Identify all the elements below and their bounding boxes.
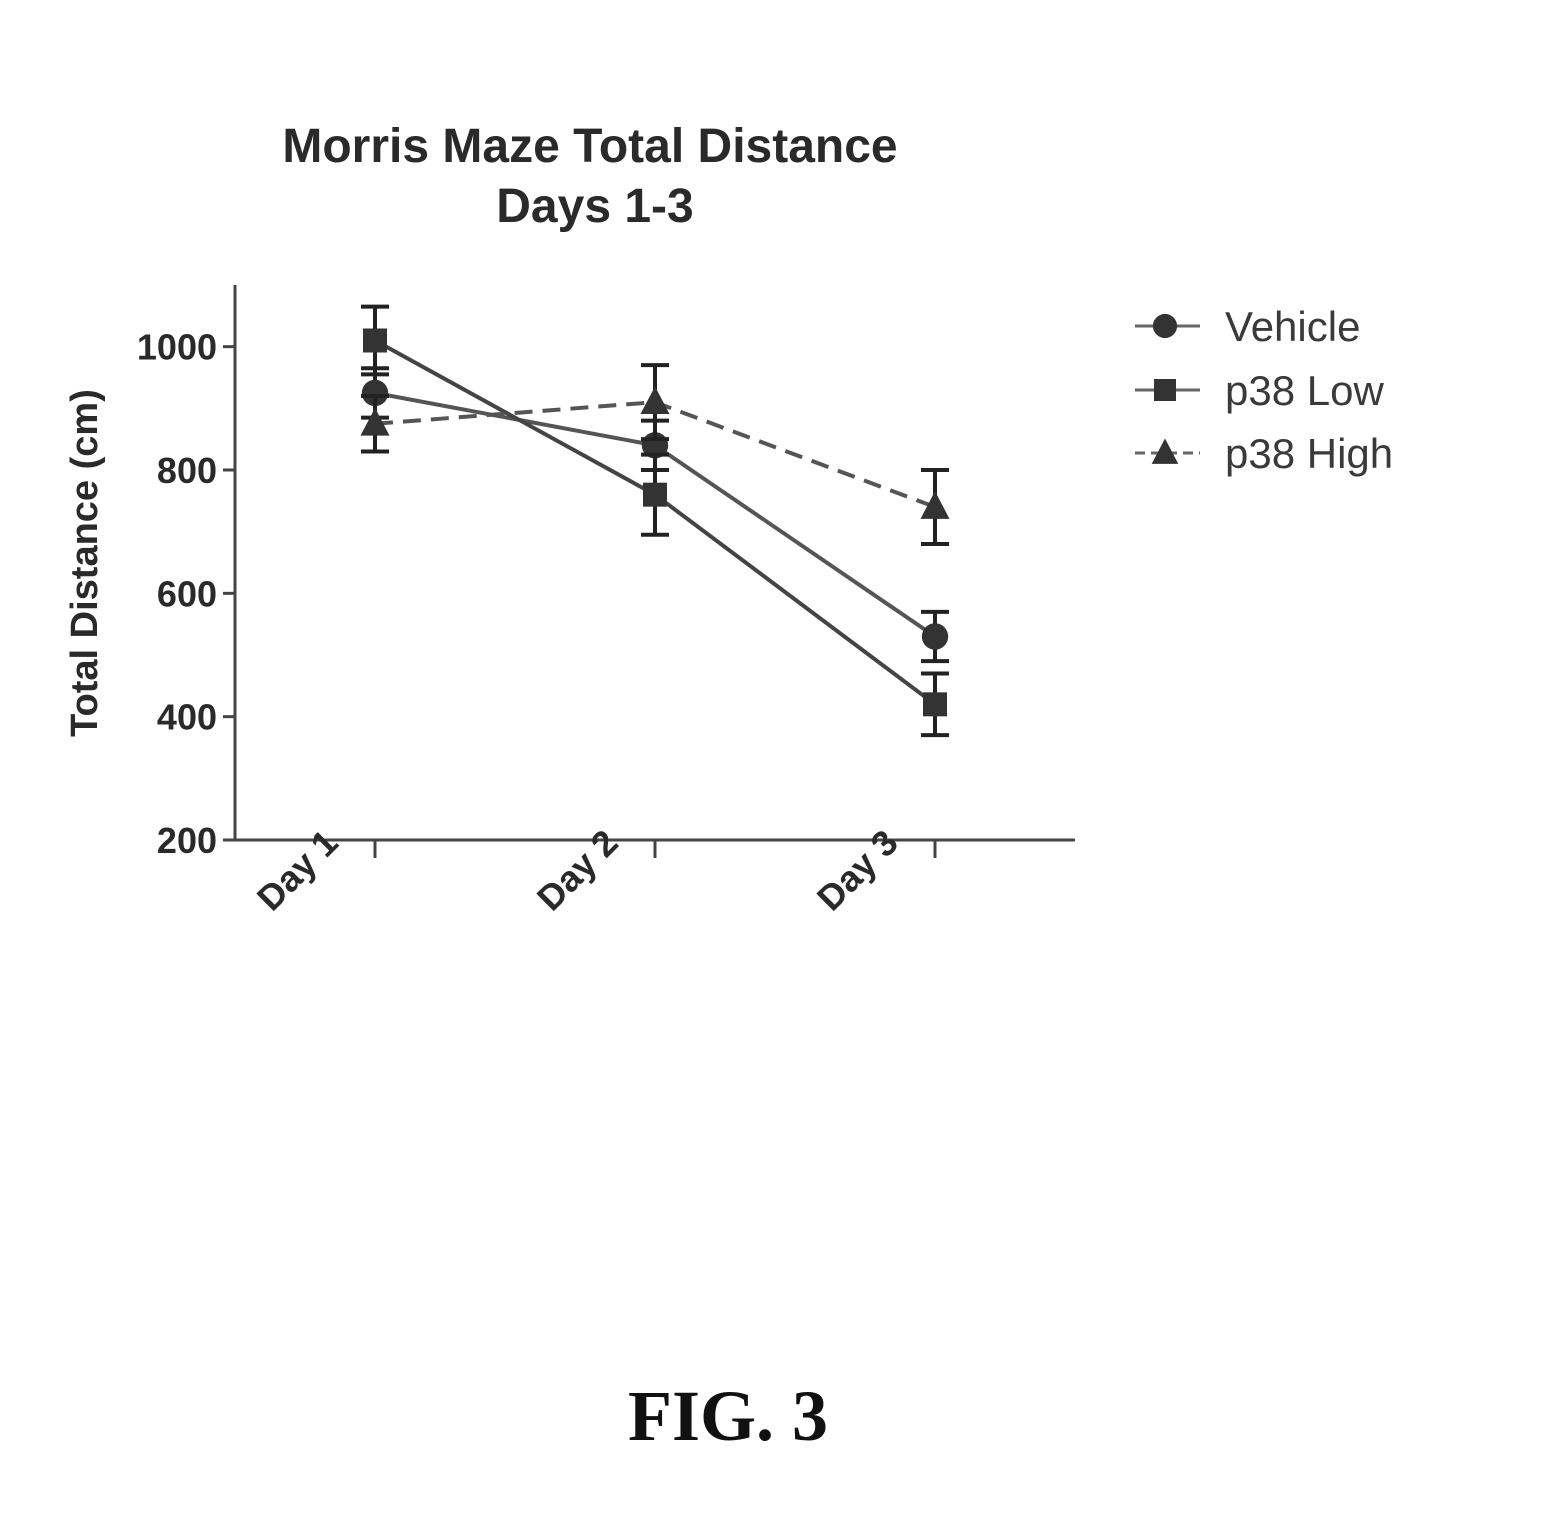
- y-tick-label: 800: [157, 450, 217, 491]
- legend-label: p38 High: [1225, 430, 1393, 477]
- data-point: [640, 386, 669, 414]
- chart-title-line-1: Morris Maze Total Distance: [282, 120, 897, 173]
- legend-label: p38 Low: [1225, 367, 1384, 414]
- data-point: [922, 623, 948, 649]
- x-tick-label: Day 1: [249, 822, 346, 919]
- legend-label: Vehicle: [1225, 303, 1360, 350]
- data-point: [923, 692, 947, 716]
- y-ticks: 200 400 600 800 1000: [137, 327, 235, 861]
- y-tick-label: 1000: [137, 327, 217, 368]
- y-tick-label: 400: [157, 697, 217, 738]
- legend-marker: [1153, 314, 1177, 338]
- data-point: [363, 329, 387, 353]
- y-tick-label: 200: [157, 820, 217, 861]
- x-tick-label: Day 3: [809, 822, 906, 919]
- y-tick-label: 600: [157, 573, 217, 614]
- plot-area: [360, 307, 949, 736]
- data-point: [643, 483, 667, 507]
- x-tick-label: Day 2: [529, 822, 626, 919]
- x-ticks: Day 1 Day 2 Day 3: [249, 822, 935, 919]
- y-axis-label: Total Distance (cm): [64, 389, 106, 737]
- legend: Vehicle p38 Low p38 High: [1135, 303, 1393, 477]
- chart-title-line-2: Days 1-3: [496, 180, 693, 233]
- figure-label: FIG. 3: [628, 1376, 828, 1456]
- legend-marker: [1152, 438, 1179, 463]
- legend-marker: [1154, 379, 1176, 401]
